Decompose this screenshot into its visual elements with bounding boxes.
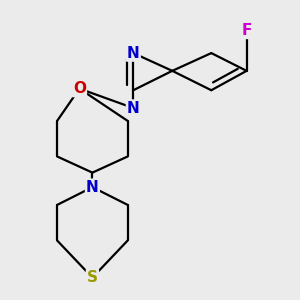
Text: S: S <box>87 270 98 285</box>
Text: N: N <box>127 100 140 116</box>
Text: F: F <box>242 23 252 38</box>
Text: N: N <box>86 180 99 195</box>
Text: N: N <box>127 46 140 61</box>
Text: O: O <box>73 81 86 96</box>
